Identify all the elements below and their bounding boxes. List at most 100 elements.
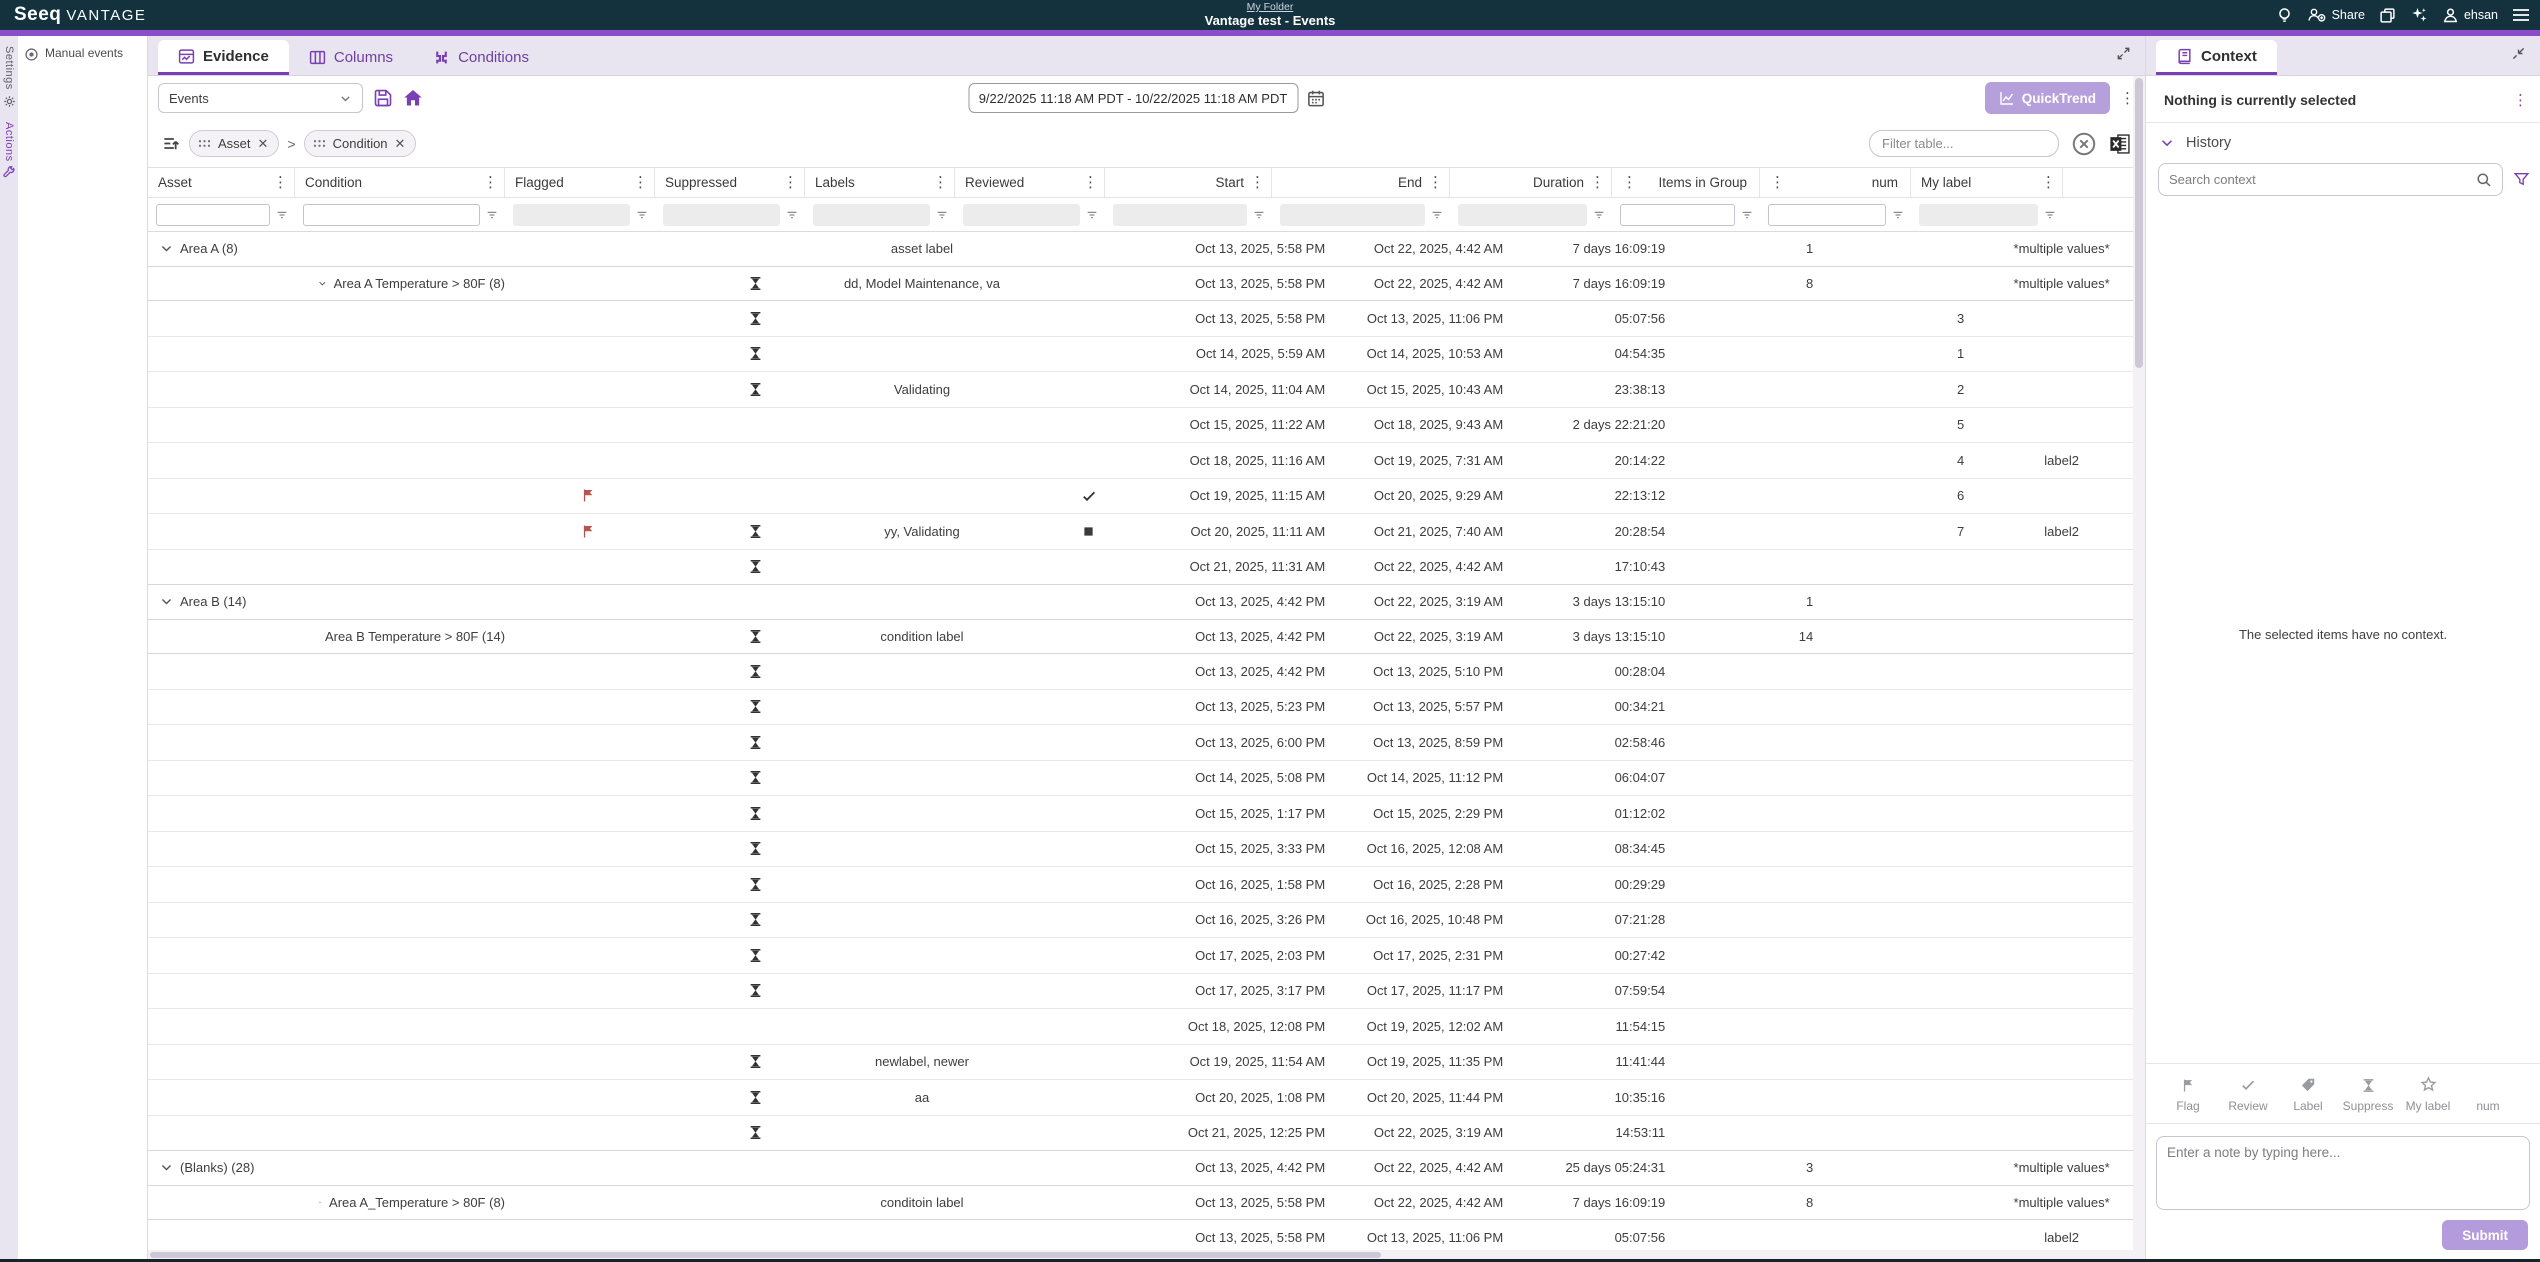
tab-context[interactable]: Context [2156,40,2277,75]
toolbar-menu-button[interactable]: ⋮ [2120,89,2135,107]
home-view-button[interactable] [403,88,423,108]
event-row[interactable]: Oct 14, 2025, 5:08 PM Oct 14, 2025, 11:12… [148,761,2145,796]
column-menu-button[interactable]: ⋮ [1622,174,1637,191]
table-horizontal-scrollbar[interactable] [148,1250,2133,1259]
rail-tab-settings[interactable]: Settings [3,46,16,108]
save-view-button[interactable] [373,88,393,108]
column-header-flagged[interactable]: Flagged ⋮ [505,168,655,197]
chevron-down-icon[interactable] [318,277,327,290]
event-row[interactable]: Oct 15, 2025, 3:33 PM Oct 16, 2025, 12:08… [148,832,2145,867]
collapse-panel-button[interactable] [2511,46,2526,61]
column-menu-button[interactable]: ⋮ [1770,174,1785,191]
event-row[interactable]: Oct 13, 2025, 6:00 PM Oct 13, 2025, 8:59 … [148,725,2145,761]
event-row[interactable]: aa Oct 20, 2025, 1:08 PM Oct 20, 2025, 11:… [148,1080,2145,1116]
tab-evidence[interactable]: Evidence [158,40,289,75]
table-filter-input[interactable] [1869,130,2059,157]
group-chip-asset[interactable]: Asset ✕ [189,130,280,157]
context-action-flag[interactable]: Flag [2160,1078,2216,1113]
event-row[interactable]: Oct 21, 2025, 12:25 PM Oct 22, 2025, 3:19… [148,1116,2145,1151]
column-header-duration[interactable]: Duration ⋮ [1450,168,1612,197]
column-menu-button[interactable]: ⋮ [1250,174,1265,191]
submit-button[interactable]: Submit [2442,1220,2528,1250]
column-filter-icon[interactable] [1592,208,1606,222]
column-header-items[interactable]: ⋮ Items in Group [1612,168,1760,197]
event-row[interactable]: Oct 19, 2025, 11:15 AM Oct 20, 2025, 9:29… [148,479,2145,514]
event-row[interactable]: Oct 13, 2025, 5:58 PM Oct 13, 2025, 11:06… [148,301,2145,337]
event-row[interactable]: Oct 16, 2025, 3:26 PM Oct 16, 2025, 10:48… [148,903,2145,938]
column-filter-icon[interactable] [1891,208,1905,222]
worksheets-button[interactable] [2379,7,2396,24]
group-row[interactable]: Area B (14) Oct 13, 2025, 4:42 PM Oct 22, … [148,584,2145,620]
chevron-down-icon[interactable] [160,242,173,255]
search-context-input[interactable] [2169,172,2476,187]
manual-events-item[interactable]: Manual events [24,46,141,62]
user-menu[interactable]: ehsan [2442,7,2498,24]
context-menu-button[interactable]: ⋮ [2513,91,2528,109]
column-header-asset[interactable]: Asset ⋮ [148,168,295,197]
column-filter-input[interactable] [303,203,480,226]
chevron-down-icon[interactable] [160,1161,173,1174]
group-row[interactable]: (Blanks) (28) Oct 13, 2025, 4:42 PM Oct 22… [148,1150,2145,1186]
tab-columns[interactable]: Columns [289,40,413,75]
column-menu-button[interactable]: ⋮ [1083,174,1098,191]
event-row[interactable]: Oct 21, 2025, 11:31 AM Oct 22, 2025, 4:42… [148,550,2145,585]
column-filter-icon[interactable] [1740,208,1754,222]
date-range-input[interactable] [968,83,1298,113]
context-action-review[interactable]: Review [2220,1077,2276,1113]
event-row[interactable]: yy, Validating Oct 20, 2025, 11:11 AM Oct … [148,514,2145,550]
column-header-suppressed[interactable]: Suppressed ⋮ [655,168,805,197]
column-menu-button[interactable]: ⋮ [483,174,498,191]
column-filter-icon[interactable] [275,208,289,222]
column-menu-button[interactable]: ⋮ [1590,174,1605,191]
event-row[interactable]: Oct 18, 2025, 11:16 AM Oct 19, 2025, 7:31… [148,443,2145,479]
calendar-icon[interactable] [1306,89,1325,108]
column-menu-button[interactable]: ⋮ [633,174,648,191]
event-row[interactable]: Oct 14, 2025, 5:59 AM Oct 14, 2025, 10:53… [148,337,2145,372]
expand-view-button[interactable] [2116,46,2131,61]
tab-conditions[interactable]: Conditions [413,40,549,75]
filter-funnel-icon[interactable] [2513,171,2530,188]
group-row[interactable]: Area B Temperature > 80F (14) condition l… [148,618,2145,654]
event-row[interactable]: newlabel, newer Oct 19, 2025, 11:54 AM Oct… [148,1045,2145,1080]
group-row[interactable]: Area A (8) asset label Oct 13, 2025, 5:58 … [148,232,2145,267]
clear-filter-icon[interactable] [2071,131,2097,157]
context-action-suppress[interactable]: Suppress [2340,1078,2396,1113]
table-vertical-scrollbar[interactable] [2133,76,2145,1262]
note-input[interactable] [2167,1145,2519,1201]
column-menu-button[interactable]: ⋮ [783,174,798,191]
view-select[interactable]: Events [158,83,363,113]
event-row[interactable]: Oct 17, 2025, 2:03 PM Oct 17, 2025, 2:31 … [148,938,2145,974]
event-row[interactable]: Oct 13, 2025, 4:42 PM Oct 13, 2025, 5:10 … [148,654,2145,690]
rail-tab-actions[interactable]: Actions [2,122,16,180]
share-button[interactable]: Share [2307,7,2365,23]
column-filter-icon[interactable] [935,208,949,222]
group-by-icon[interactable] [162,134,181,153]
column-header-num[interactable]: ⋮ num [1760,168,1911,197]
column-filter-input[interactable] [1768,203,1886,226]
chevron-down-icon[interactable] [318,1196,322,1209]
scrollbar-thumb[interactable] [2135,78,2143,368]
column-filter-icon[interactable] [1430,208,1444,222]
column-header-end[interactable]: End ⋮ [1272,168,1450,197]
help-lightbulb-button[interactable] [2276,7,2293,24]
remove-chip-icon[interactable]: ✕ [394,135,406,151]
column-filter-input[interactable] [1620,203,1735,226]
context-action-num[interactable]: num [2460,1076,2516,1113]
event-row[interactable]: Validating Oct 14, 2025, 11:04 AM Oct 15, … [148,372,2145,408]
column-filter-icon[interactable] [485,208,499,222]
context-action-label[interactable]: Label [2280,1077,2336,1113]
event-row[interactable]: Oct 13, 2025, 5:23 PM Oct 13, 2025, 5:57 … [148,690,2145,725]
column-header-start[interactable]: Start ⋮ [1105,168,1272,197]
event-row[interactable]: Oct 16, 2025, 1:58 PM Oct 16, 2025, 2:28 … [148,867,2145,903]
event-row[interactable]: Oct 15, 2025, 1:17 PM Oct 15, 2025, 2:29 … [148,796,2145,832]
group-row[interactable]: Area A Temperature > 80F (8) dd, Model Ma… [148,265,2145,301]
column-header-mylabel[interactable]: My label ⋮ [1911,168,2063,197]
group-row[interactable]: Area A_Temperature > 80F (8) conditoin la… [148,1184,2145,1220]
chevron-down-icon[interactable] [160,595,173,608]
context-action-my-label[interactable]: My label [2400,1076,2456,1113]
column-header-condition[interactable]: Condition ⋮ [295,168,505,197]
column-menu-button[interactable]: ⋮ [2041,174,2056,191]
event-row[interactable]: Oct 17, 2025, 3:17 PM Oct 17, 2025, 11:17… [148,974,2145,1009]
column-menu-button[interactable]: ⋮ [1428,174,1443,191]
column-filter-icon[interactable] [1252,208,1266,222]
